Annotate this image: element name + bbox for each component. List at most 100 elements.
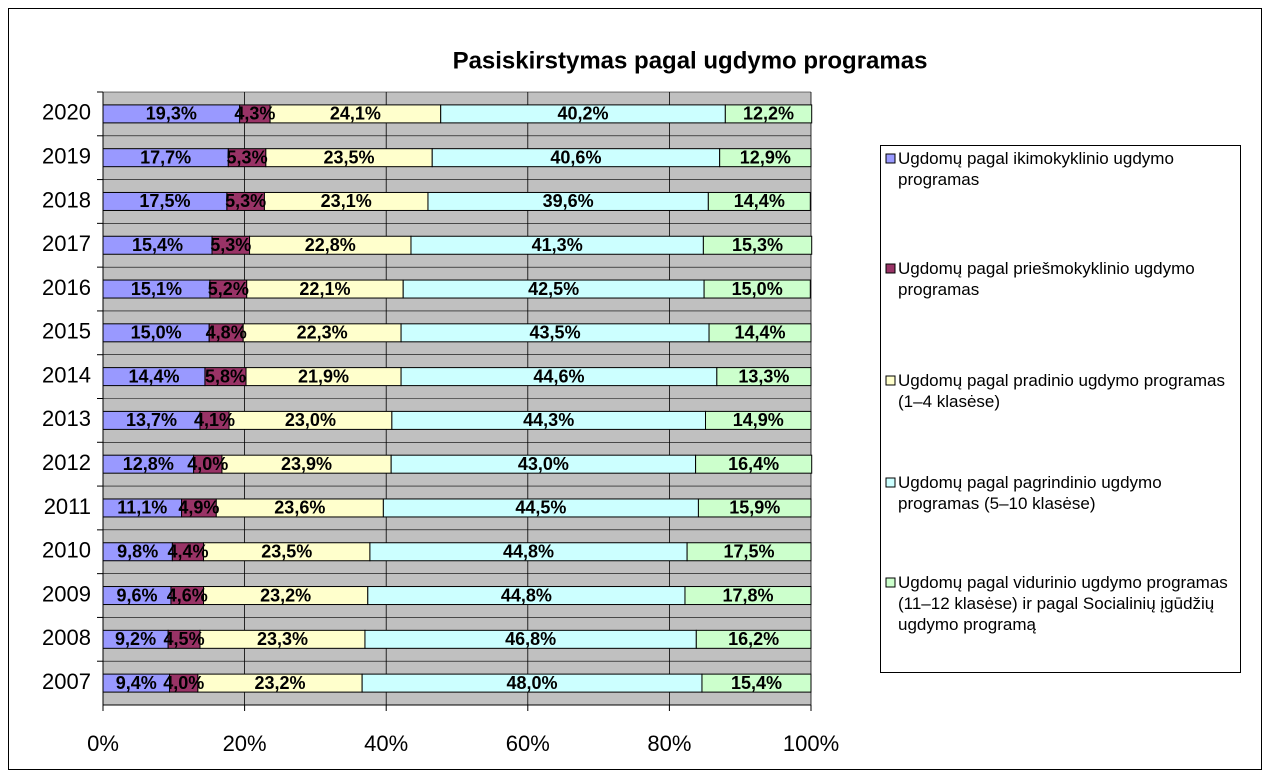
y-tick-label: 2016: [42, 275, 91, 300]
data-label: 15,0%: [732, 279, 783, 299]
data-label: 4,9%: [178, 498, 219, 518]
legend-label: Ugdomų pagal ikimokyklinio ugdymo progra…: [898, 149, 1174, 189]
data-label: 15,4%: [132, 235, 183, 255]
x-tick-label: 60%: [506, 731, 550, 756]
bar-segment: [684, 586, 812, 606]
data-label: 9,6%: [116, 585, 157, 605]
y-tick-label: 2015: [42, 319, 91, 344]
data-label: 9,2%: [115, 629, 156, 649]
x-tick-label: 80%: [647, 731, 691, 756]
y-tick-label: 2011: [44, 494, 91, 519]
legend-swatch: [885, 477, 896, 488]
legend-swatch: [885, 375, 896, 386]
x-tick-label: 20%: [223, 731, 267, 756]
data-label: 23,6%: [274, 498, 325, 518]
legend-entry: Ugdomų pagal ikimokyklinio ugdymo progra…: [898, 149, 1174, 189]
data-label: 40,6%: [550, 147, 601, 167]
legend-label: Ugdomų pagal vidurinio ugdymo programas …: [898, 573, 1228, 634]
bar-segment: [724, 104, 813, 124]
legend-entry: Ugdomų pagal pradinio ugdymo programas (…: [898, 371, 1225, 411]
data-label: 16,2%: [728, 629, 779, 649]
bar-segment: [686, 542, 812, 562]
y-tick-label: 2019: [42, 143, 91, 168]
data-label: 4,0%: [187, 454, 228, 474]
data-label: 23,9%: [281, 454, 332, 474]
data-label: 11,1%: [117, 498, 167, 518]
legend-swatch: [885, 153, 896, 164]
data-label: 39,6%: [543, 191, 594, 211]
data-label: 44,8%: [503, 542, 554, 562]
data-label: 43,0%: [518, 454, 569, 474]
data-label: 4,3%: [234, 104, 275, 124]
bar-segment: [719, 148, 812, 168]
data-label: 44,8%: [501, 585, 552, 605]
data-label: 4,0%: [163, 673, 204, 693]
data-label: 17,8%: [722, 585, 773, 605]
data-label: 17,5%: [139, 191, 190, 211]
y-tick-label: 2009: [42, 581, 91, 606]
y-tick-label: 2008: [42, 625, 91, 650]
data-label: 14,9%: [733, 410, 784, 430]
y-tick-label: 2012: [42, 450, 91, 475]
data-label: 44,3%: [523, 410, 574, 430]
legend-label: Ugdomų pagal priešmokyklinio ugdymo prog…: [898, 259, 1195, 299]
data-label: 14,4%: [735, 323, 786, 343]
legend-label: Ugdomų pagal pagrindinio ugdymo programa…: [898, 473, 1162, 513]
bar-segment: [701, 673, 812, 693]
data-label: 9,8%: [117, 542, 158, 562]
y-tick-label: 2010: [42, 538, 91, 563]
data-label: 23,2%: [254, 673, 305, 693]
data-label: 4,4%: [167, 542, 208, 562]
bar-segment: [703, 279, 811, 299]
data-label: 5,2%: [208, 279, 249, 299]
data-label: 5,3%: [227, 147, 268, 167]
data-label: 4,1%: [194, 410, 235, 430]
data-label: 41,3%: [532, 235, 583, 255]
data-label: 4,6%: [167, 585, 208, 605]
y-tick-label: 2018: [42, 187, 91, 212]
x-tick-label: 40%: [364, 731, 408, 756]
data-label: 23,3%: [257, 629, 308, 649]
data-label: 5,8%: [205, 366, 246, 386]
data-label: 43,5%: [530, 323, 581, 343]
data-label: 44,6%: [533, 366, 584, 386]
bar-segment: [708, 323, 812, 343]
data-label: 24,1%: [330, 104, 381, 124]
data-label: 5,3%: [225, 191, 266, 211]
data-label: 16,4%: [728, 454, 779, 474]
legend-label: Ugdomų pagal pradinio ugdymo programas (…: [898, 371, 1225, 411]
bar-segment: [697, 498, 812, 518]
legend-swatch: [885, 263, 896, 274]
data-label: 22,8%: [305, 235, 356, 255]
data-label: 17,5%: [724, 542, 775, 562]
data-label: 14,4%: [734, 191, 785, 211]
data-label: 46,8%: [505, 629, 556, 649]
data-label: 42,5%: [528, 279, 579, 299]
y-tick-label: 2007: [42, 669, 91, 694]
data-label: 19,3%: [146, 104, 197, 124]
x-tick-label: 0%: [87, 731, 119, 756]
legend-entry: Ugdomų pagal priešmokyklinio ugdymo prog…: [898, 259, 1195, 299]
data-label: 23,5%: [324, 147, 375, 167]
data-label: 12,2%: [743, 104, 794, 124]
data-label: 5,3%: [210, 235, 251, 255]
data-label: 15,0%: [131, 323, 182, 343]
bar-segment: [716, 367, 812, 387]
legend-entry: Ugdomų pagal pagrindinio ugdymo programa…: [898, 473, 1162, 513]
data-label: 22,1%: [299, 279, 350, 299]
data-label: 13,3%: [738, 366, 789, 386]
y-tick-label: 2017: [42, 231, 91, 256]
data-label: 23,0%: [285, 410, 336, 430]
data-label: 12,8%: [123, 454, 174, 474]
bar-segment: [707, 191, 811, 211]
data-label: 23,1%: [321, 191, 372, 211]
bar-segment: [705, 410, 812, 430]
data-label: 15,3%: [732, 235, 783, 255]
data-label: 21,9%: [298, 366, 349, 386]
legend-swatch: [885, 577, 896, 588]
y-tick-label: 2020: [42, 100, 91, 125]
chart-title: Pasiskirstymas pagal ugdymo programas: [453, 47, 928, 74]
bar-segment: [695, 454, 813, 474]
data-label: 48,0%: [507, 673, 558, 693]
